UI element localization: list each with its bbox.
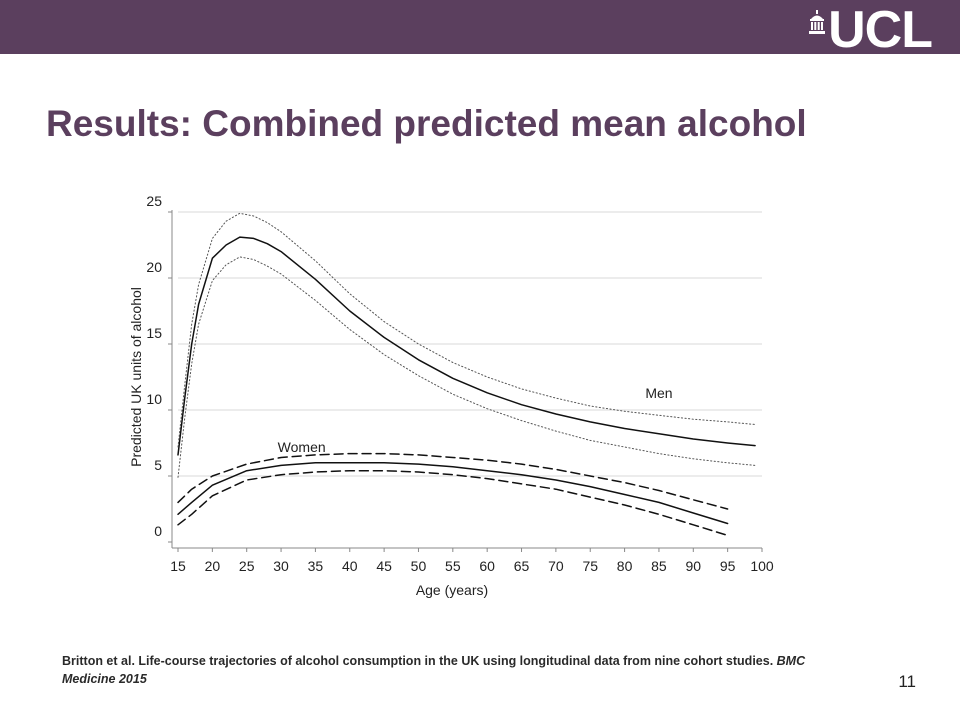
series-1-upper-ci-line [177, 212, 756, 448]
y-tick-label: 20 [146, 259, 162, 275]
x-tick-label: 95 [720, 558, 736, 574]
page-number: 11 [898, 672, 916, 691]
x-tick-label: 25 [239, 558, 255, 574]
y-tick-label: 10 [146, 391, 162, 407]
x-tick-label: 90 [686, 558, 702, 574]
x-tick-label: 100 [750, 558, 774, 574]
x-tick-label: 75 [582, 558, 598, 574]
y-axis-label: Predicted UK units of alcohol [128, 287, 144, 467]
y-tick-label: 15 [146, 325, 162, 341]
ucl-logo: UCL [808, 1, 933, 59]
series-label-men: Men [645, 385, 672, 401]
series-4-upper-ci-line [177, 452, 729, 510]
line-chart: 0 5 10 15 20 25 15 20 25 30 35 40 45 50 55 60 65 70 75 80 85… [108, 180, 798, 615]
chart-figure: 0 5 10 15 20 25 15 20 25 30 35 40 45 50 55 60 65 70 75 80 85… [108, 180, 798, 610]
x-tick-label: 35 [308, 558, 324, 574]
series-2-lower-ci-line [177, 256, 756, 478]
x-tick-label: 60 [479, 558, 495, 574]
header-bar: UCL [0, 0, 960, 59]
series-5-lower-ci-line [177, 469, 729, 537]
citation-journal: BMC Medicine 2015 [62, 654, 806, 686]
x-tick-label: 80 [617, 558, 633, 574]
x-tick-label: 45 [376, 558, 392, 574]
citation: Britton et al. Life-course trajectories … [62, 652, 862, 688]
x-tick-label: 65 [514, 558, 530, 574]
x-tick-label: 30 [273, 558, 289, 574]
slide-title: Results: Combined predicted mean alcohol [46, 103, 807, 144]
women-estimate-line [177, 462, 729, 525]
portico-icon [809, 10, 826, 34]
citation-text: Britton et al. Life-course trajectories … [62, 654, 774, 668]
x-tick-label: 15 [170, 558, 186, 574]
x-tick-label: 50 [411, 558, 427, 574]
series-label-women: Women [278, 439, 326, 455]
logo-text: UCL [828, 1, 933, 59]
x-axis-label: Age (years) [416, 582, 488, 598]
y-tick-label: 5 [154, 457, 162, 473]
x-tick-label: 85 [651, 558, 667, 574]
y-tick-label: 25 [146, 193, 162, 209]
men-estimate-line [177, 236, 756, 456]
x-tick-label: 20 [205, 558, 221, 574]
x-tick-label: 55 [445, 558, 461, 574]
x-tick-label: 40 [342, 558, 358, 574]
chart-svg: 0 5 10 15 20 25 15 20 25 30 35 40 45 50 55 60 65 70 75 80 85… [128, 193, 774, 598]
x-tick-label: 70 [548, 558, 564, 574]
y-tick-label: 0 [154, 523, 162, 539]
